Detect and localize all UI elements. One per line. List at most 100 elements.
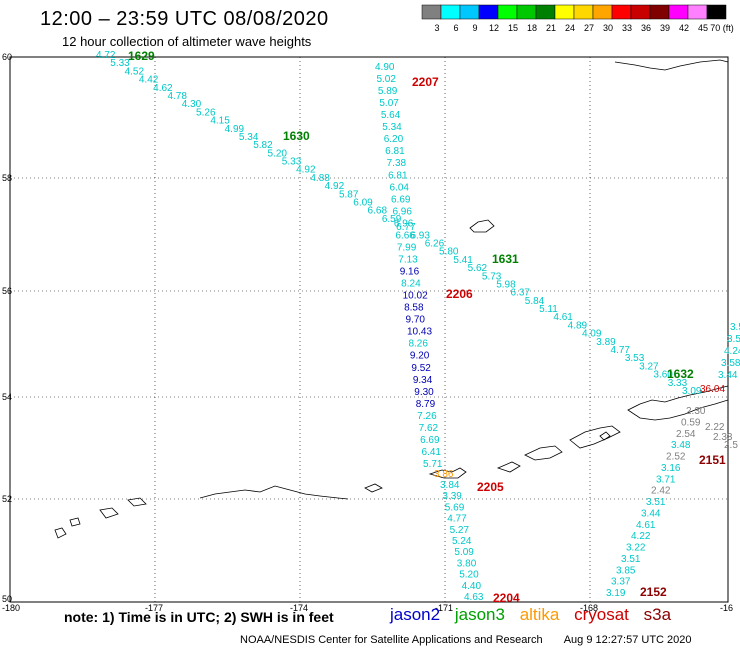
wave-height-value: 3.39 xyxy=(442,491,462,502)
wave-height-value: 5.34 xyxy=(239,132,259,143)
wave-height-value: 3.09 xyxy=(682,386,702,397)
wave-height-value: 7.26 xyxy=(417,411,437,422)
wave-height-value: 6.20 xyxy=(384,134,404,145)
wave-height-value: 8.79 xyxy=(416,399,436,410)
wave-height-value: 4.62 xyxy=(153,83,173,94)
wave-height-value: 5.71 xyxy=(423,459,443,470)
coastline-island-e xyxy=(428,467,467,479)
coastline-island-nunivak xyxy=(469,219,495,233)
scale-label: 21 xyxy=(546,23,556,33)
lat-label: 56 xyxy=(2,286,12,296)
value-3-86: 3.86 xyxy=(434,469,454,480)
scale-label: 12 xyxy=(489,23,499,33)
wave-height-value: 9.16 xyxy=(400,267,420,278)
scale-label: 36 xyxy=(641,23,651,33)
wave-height-value: 4.99 xyxy=(225,124,245,135)
wave-height-value: 3.48 xyxy=(671,440,691,451)
wave-height-value: 3.89 xyxy=(596,337,616,348)
value-2-33: 2.33 xyxy=(713,432,733,443)
coastline-island-i xyxy=(127,497,147,507)
wave-height-value: 2.54 xyxy=(676,429,696,440)
page-title: 12:00 – 23:59 UTC 08/08/2020 xyxy=(40,8,329,30)
pass-label-2151: 2151 xyxy=(699,453,726,467)
coastlines xyxy=(54,59,729,539)
wave-height-value: 4.42 xyxy=(139,75,159,86)
timestamp: Aug 9 12:27:57 UTC 2020 xyxy=(563,634,692,646)
wave-height-value: 5.80 xyxy=(439,247,459,258)
coastline-northeast xyxy=(614,59,729,71)
scale-swatch xyxy=(554,4,575,20)
wave-height-value: 4.24 xyxy=(724,346,740,357)
wave-height-value: 6.81 xyxy=(388,170,408,181)
wave-height-value: 6.09 xyxy=(353,198,373,209)
legend-jason2: jason2 xyxy=(390,605,441,624)
legend-altika: altika xyxy=(519,605,560,624)
misc-values: 36.04 2.22 2.33 2.5 3.86 xyxy=(434,384,738,480)
wave-height-value: 3.51 xyxy=(646,497,666,508)
pass-label-2206: 2206 xyxy=(446,287,473,301)
wave-height-value: 9.34 xyxy=(413,375,433,386)
scale-label: 45 xyxy=(698,23,708,33)
pass-label-2207: 2207 xyxy=(412,75,439,89)
wave-height-value: 3.60 xyxy=(653,370,673,381)
value-2-22: 2.22 xyxy=(705,422,725,433)
pass-label-2152: 2152 xyxy=(640,585,667,599)
wave-height-value: 6.41 xyxy=(422,447,442,458)
wave-height-value: 6.96 xyxy=(394,218,414,229)
scale-label: 42 xyxy=(679,23,689,33)
wave-height-value: 4.22 xyxy=(631,531,651,542)
lon-label: -174 xyxy=(290,603,308,613)
pass-labels: 1629 1630 1631 1632 2207 2206 2205 2204 … xyxy=(128,49,726,605)
wave-height-value: 4.09 xyxy=(582,329,602,340)
wave-height-value: 4.90 xyxy=(375,62,395,73)
wave-height-value: 5.24 xyxy=(452,536,472,547)
wave-height-value: 7.13 xyxy=(398,254,418,265)
wave-height-value: 4.77 xyxy=(611,345,631,356)
wave-height-value: 3.27 xyxy=(639,361,659,372)
coastline-island-h xyxy=(69,517,81,527)
pass-label-1632: 1632 xyxy=(667,367,694,381)
wave-height-value: 5.98 xyxy=(496,279,516,290)
wave-height-value: 5.07 xyxy=(379,98,399,109)
wave-height-value: 3.5 xyxy=(727,334,740,345)
scale-label: 24 xyxy=(565,23,575,33)
wave-height-value: 5.87 xyxy=(339,189,359,200)
wave-height-value: 6.26 xyxy=(425,238,445,249)
coastline-island-g xyxy=(54,527,67,539)
coastline-island-j xyxy=(599,431,611,441)
wave-height-value: 6.04 xyxy=(390,182,410,193)
scale-swatch xyxy=(459,4,480,20)
wave-height-value: 6.93 xyxy=(410,230,430,241)
wave-height-value: 8.26 xyxy=(408,339,428,350)
lon-label: -168 xyxy=(580,603,598,613)
coastline-aleutians xyxy=(199,485,349,500)
lat-labels: 60 58 56 54 52 50 xyxy=(2,52,12,604)
wave-height-value: 6.66 xyxy=(395,230,415,241)
lon-labels: -180 -177 -174 -171 -168 -16 xyxy=(2,603,733,613)
wave-height-value: 2.42 xyxy=(651,486,671,497)
pass-label-2204: 2204 xyxy=(493,591,520,605)
scale-label: 33 xyxy=(622,23,632,33)
wave-height-value: 0.59 xyxy=(681,417,701,428)
coastline-island-f xyxy=(99,507,119,519)
wave-height-value: 6.69 xyxy=(420,435,440,446)
gridlines xyxy=(10,57,728,602)
wave-height-value: 5.02 xyxy=(376,74,396,85)
wave-height-value: 7.38 xyxy=(387,158,407,169)
wave-height-value: 5.34 xyxy=(382,122,402,133)
coastline-islands-a xyxy=(569,425,621,449)
legend-cryosat: cryosat xyxy=(574,605,629,624)
wave-height-value: 9.70 xyxy=(406,315,426,326)
wave-height-value: 5.62 xyxy=(468,263,488,274)
wave-height-value: 4.63 xyxy=(464,592,484,603)
wave-height-value: 3.80 xyxy=(457,558,477,569)
lat-label: 54 xyxy=(2,392,12,402)
wave-height-value: 6.77 xyxy=(396,222,416,233)
scale-swatch xyxy=(573,4,594,20)
wave-height-value: 6.37 xyxy=(510,288,530,299)
wave-height-value: 3.44 xyxy=(718,370,738,381)
scale-swatch xyxy=(497,4,518,20)
wave-height-value: 8.58 xyxy=(404,303,424,314)
lon-label: -171 xyxy=(435,603,453,613)
